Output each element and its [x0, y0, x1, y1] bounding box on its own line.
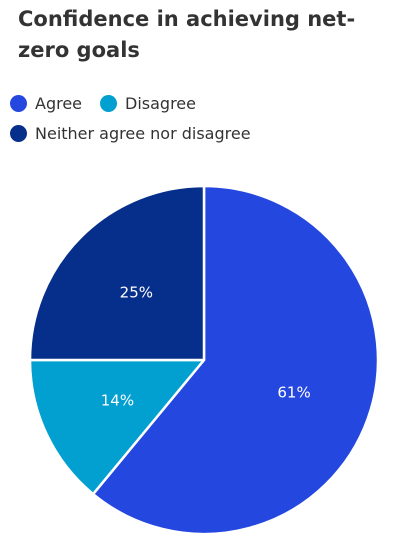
legend-row-2: Neither agree nor disagree [10, 118, 395, 148]
legend-label-neither: Neither agree nor disagree [35, 123, 251, 143]
pie-slice-disagree[interactable] [28, 358, 206, 496]
pie-label-disagree: 14% [101, 392, 134, 410]
legend-label-disagree: Disagree [125, 93, 196, 113]
pie-label-agree: 61% [277, 383, 310, 401]
legend-item-neither[interactable]: Neither agree nor disagree [10, 124, 251, 143]
pie-slice-neither[interactable] [28, 184, 206, 362]
pie-label-neither: 25% [120, 283, 153, 301]
legend-item-disagree[interactable]: Disagree [100, 94, 196, 113]
pie-slice-agree[interactable] [91, 184, 380, 536]
legend-item-agree[interactable]: Agree [10, 94, 82, 113]
legend-label-agree: Agree [35, 93, 83, 113]
legend-swatch-agree [10, 94, 27, 112]
legend-swatch-neither [10, 124, 27, 142]
legend-swatch-disagree [100, 94, 118, 112]
pie-slices [28, 184, 380, 536]
pie-labels: 61% 14% 25% [101, 283, 311, 409]
legend-row-1: Agree Disagree [10, 88, 395, 118]
legend: Agree Disagree Neither agree nor disagre… [10, 88, 395, 148]
chart-title: Confidence in achieving net-zero goals [18, 7, 356, 62]
